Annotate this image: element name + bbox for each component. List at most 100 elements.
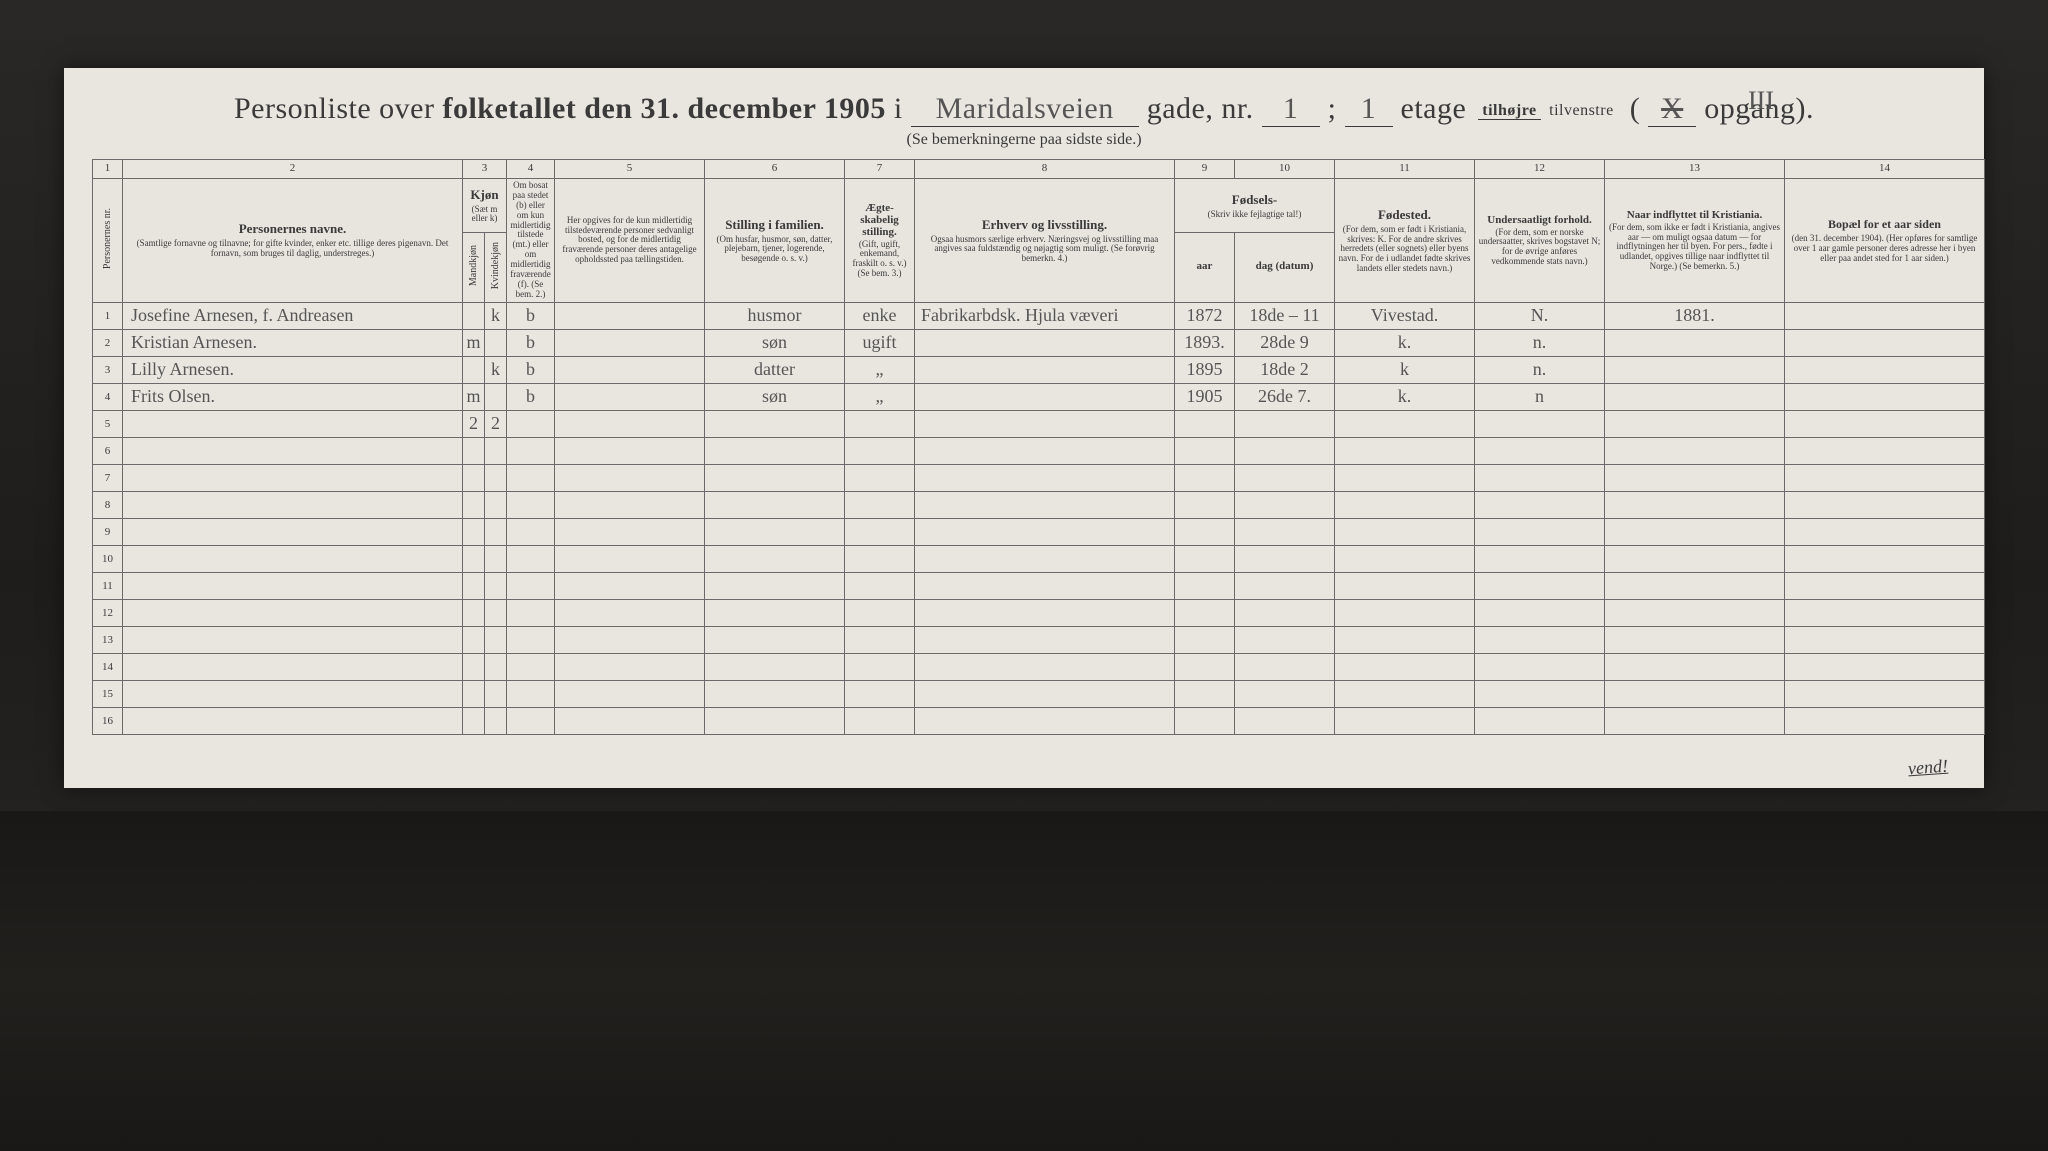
rownum: 2 bbox=[93, 329, 123, 356]
cell-residence bbox=[1785, 356, 1985, 383]
cell-female bbox=[485, 329, 507, 356]
rownum: 5 bbox=[93, 410, 123, 437]
empty-cell bbox=[845, 680, 915, 707]
cell-residence bbox=[1785, 329, 1985, 356]
empty-cell bbox=[1475, 599, 1605, 626]
cell-birthplace: k bbox=[1335, 356, 1475, 383]
rownum: 11 bbox=[93, 572, 123, 599]
cell-name: Frits Olsen. bbox=[123, 383, 463, 410]
empty-cell bbox=[1175, 626, 1235, 653]
side-fraction: tilhøjre tilvenstre bbox=[1478, 103, 1617, 119]
cell-birthplace: Vivestad. bbox=[1335, 302, 1475, 329]
empty-cell bbox=[1235, 572, 1335, 599]
empty-cell bbox=[485, 491, 507, 518]
header-row-1: Personernes nr. Personernes navne. (Samt… bbox=[93, 179, 1985, 233]
header-person-nr: Personernes nr. bbox=[93, 179, 123, 303]
rownum: 15 bbox=[93, 680, 123, 707]
empty-cell bbox=[123, 680, 463, 707]
empty-cell bbox=[705, 491, 845, 518]
rownum: 7 bbox=[93, 464, 123, 491]
empty-cell bbox=[507, 653, 555, 680]
empty-cell bbox=[1335, 572, 1475, 599]
empty-cell bbox=[507, 599, 555, 626]
empty-cell bbox=[1785, 626, 1985, 653]
title-bold: folketallet den 31. december 1905 bbox=[442, 92, 885, 125]
cell-nationality: n. bbox=[1475, 329, 1605, 356]
empty-cell bbox=[485, 518, 507, 545]
empty-cell bbox=[915, 545, 1175, 572]
empty-cell bbox=[1175, 491, 1235, 518]
census-form-paper: III Personliste over folketallet den 31.… bbox=[64, 68, 1984, 788]
empty-cell bbox=[555, 437, 705, 464]
cell-family: datter bbox=[705, 356, 845, 383]
empty-cell bbox=[123, 572, 463, 599]
empty-cell bbox=[1605, 599, 1785, 626]
cell-midl bbox=[555, 302, 705, 329]
header-sex: Kjøn (Sæt m eller k) bbox=[463, 179, 507, 233]
empty-cell bbox=[845, 707, 915, 734]
etage-field: 1 bbox=[1345, 92, 1393, 127]
empty-cell bbox=[915, 437, 1175, 464]
cell-residence bbox=[1785, 302, 1985, 329]
empty-rows: 678910111213141516 bbox=[93, 437, 1985, 734]
empty-cell bbox=[1475, 545, 1605, 572]
empty-cell bbox=[1175, 572, 1235, 599]
opgang-field: X bbox=[1648, 92, 1696, 127]
empty-cell bbox=[1475, 464, 1605, 491]
empty-cell bbox=[555, 545, 705, 572]
cell-marital: enke bbox=[845, 302, 915, 329]
cell-family: husmor bbox=[705, 302, 845, 329]
cell-birth-date: 18de 2 bbox=[1235, 356, 1335, 383]
header-nationality: Undersaatligt forhold. (For dem, som er … bbox=[1475, 179, 1605, 303]
empty-cell bbox=[1605, 680, 1785, 707]
empty-cell bbox=[1235, 464, 1335, 491]
table-row-empty: 7 bbox=[93, 464, 1985, 491]
header-occupation: Erhverv og livsstilling. Ogsaa husmors s… bbox=[915, 179, 1175, 303]
empty-cell bbox=[1335, 626, 1475, 653]
empty-cell bbox=[1335, 707, 1475, 734]
empty-cell bbox=[123, 491, 463, 518]
table-row-empty: 13 bbox=[93, 626, 1985, 653]
empty-cell bbox=[1175, 599, 1235, 626]
header-birthplace: Fødested. (For dem, som er født i Kristi… bbox=[1335, 179, 1475, 303]
empty-cell bbox=[1785, 437, 1985, 464]
empty-cell bbox=[123, 518, 463, 545]
cell-name: Kristian Arnesen. bbox=[123, 329, 463, 356]
header-birth: Fødsels- (Skriv ikke fejlagtige tal!) bbox=[1175, 179, 1335, 233]
empty-cell bbox=[507, 707, 555, 734]
table-row-empty: 12 bbox=[93, 599, 1985, 626]
empty-cell bbox=[555, 518, 705, 545]
cell-moved bbox=[1605, 329, 1785, 356]
table-row: 2Kristian Arnesen.mbsønugift1893.28de 9k… bbox=[93, 329, 1985, 356]
rownum: 12 bbox=[93, 599, 123, 626]
form-subnote: (Se bemerkningerne paa sidste side.) bbox=[92, 131, 1956, 149]
empty-cell bbox=[555, 572, 705, 599]
empty-cell bbox=[485, 707, 507, 734]
empty-cell bbox=[1475, 572, 1605, 599]
cell-moved bbox=[1605, 356, 1785, 383]
empty-cell bbox=[1605, 545, 1785, 572]
empty-cell bbox=[485, 545, 507, 572]
title-prefix: Personliste over bbox=[234, 92, 442, 125]
empty-cell bbox=[1235, 707, 1335, 734]
table-row: 1Josefine Arnesen, f. Andreasenkbhusmore… bbox=[93, 302, 1985, 329]
empty-cell bbox=[915, 464, 1175, 491]
cell-female bbox=[485, 383, 507, 410]
table-row-empty: 6 bbox=[93, 437, 1985, 464]
header-birth-date: dag (datum) bbox=[1235, 232, 1335, 302]
empty-cell bbox=[463, 464, 485, 491]
cell-nationality: n. bbox=[1475, 356, 1605, 383]
colnum: 14 bbox=[1785, 160, 1985, 179]
colnum: 1 bbox=[93, 160, 123, 179]
cell-midl bbox=[555, 329, 705, 356]
empty-cell bbox=[123, 545, 463, 572]
scanner-dark-band bbox=[0, 811, 2048, 1151]
sum-row-body: 5 2 2 bbox=[93, 410, 1985, 437]
empty-cell bbox=[1335, 518, 1475, 545]
empty-cell bbox=[1605, 518, 1785, 545]
empty-cell bbox=[1785, 491, 1985, 518]
empty-cell bbox=[845, 464, 915, 491]
rownum: 1 bbox=[93, 302, 123, 329]
cell-occupation bbox=[915, 383, 1175, 410]
empty-cell bbox=[485, 572, 507, 599]
